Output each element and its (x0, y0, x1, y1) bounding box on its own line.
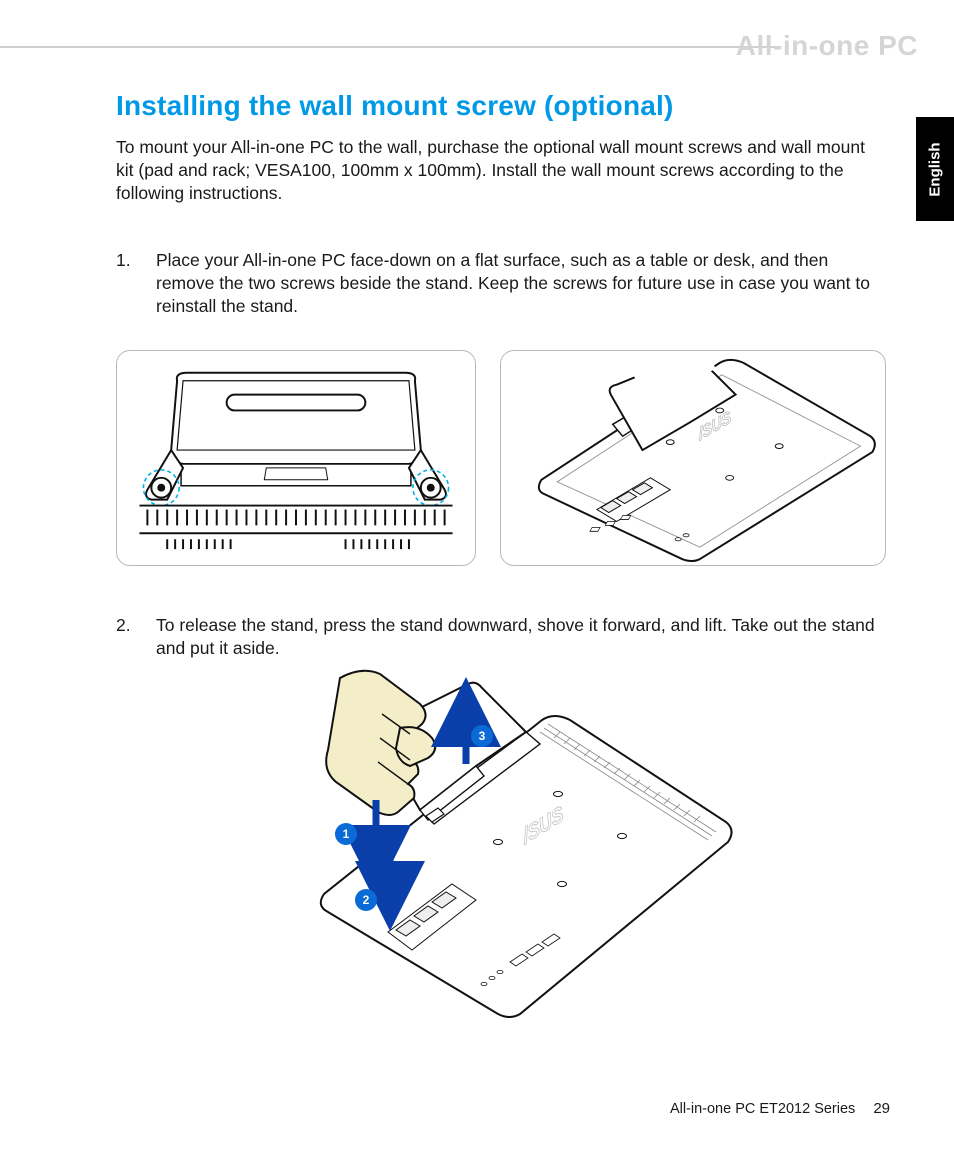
step-2-text: To release the stand, press the stand do… (156, 614, 886, 660)
header-rule (0, 46, 780, 48)
svg-text:2: 2 (363, 893, 370, 907)
svg-text:1: 1 (343, 827, 350, 841)
badge-2: 2 (355, 889, 377, 911)
language-label: English (927, 142, 944, 196)
badge-1: 1 (335, 823, 357, 845)
footer-series: All-in-one PC ET2012 Series (670, 1101, 855, 1117)
figure-row: /SUS (116, 350, 886, 566)
step-2: 2. To release the stand, press the stand… (116, 614, 886, 660)
footer-page-number: 29 (873, 1100, 890, 1117)
page-title: Installing the wall mount screw (optiona… (116, 90, 886, 122)
content-block: Installing the wall mount screw (optiona… (116, 90, 886, 339)
step-1-number: 1. (116, 249, 156, 318)
language-tab: English (916, 117, 954, 221)
step-2-number: 2. (116, 614, 156, 660)
step-1-text: Place your All-in-one PC face-down on a … (156, 249, 886, 318)
brand-label: All-in-one PC (736, 30, 918, 62)
page: All-in-one PC English Installing the wal… (0, 0, 954, 1155)
badge-3: 3 (471, 725, 493, 747)
svg-text:3: 3 (479, 729, 486, 743)
intro-paragraph: To mount your All-in-one PC to the wall,… (116, 136, 886, 205)
figure-unit-iso: /SUS (500, 350, 886, 566)
figure-stand-closeup (116, 350, 476, 566)
step-1: 1. Place your All-in-one PC face-down on… (116, 249, 886, 318)
footer: All-in-one PC ET2012 Series 29 (670, 1100, 890, 1117)
step-2-wrap: 2. To release the stand, press the stand… (116, 614, 886, 680)
figure-remove-stand: /SUS (270, 684, 750, 1044)
